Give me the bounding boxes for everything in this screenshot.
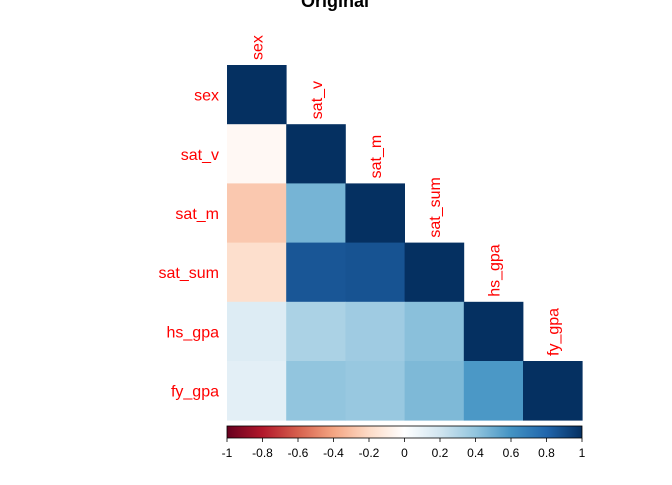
heatmap-cell-fy_gpa-sat_m bbox=[345, 361, 405, 421]
row-label-sat_m: sat_m bbox=[175, 206, 219, 223]
heatmap-cell-hs_gpa-sex bbox=[227, 301, 287, 362]
row-labels: sex sat_v sat_m sat_sum hs_gpa fy_gpa bbox=[159, 88, 220, 401]
colorbar-gradient bbox=[226, 425, 583, 439]
colorbar-tick-label: 0.2 bbox=[432, 446, 449, 460]
column-label-sat_sum: sat_sum bbox=[427, 177, 444, 237]
colorbar-tick-label: -0.4 bbox=[323, 446, 344, 460]
heatmap-cell-sex-sex bbox=[227, 65, 287, 125]
colorbar-tick-label: -0.6 bbox=[288, 446, 309, 460]
heatmap-cell-sat_sum-sat_m bbox=[345, 242, 405, 303]
heatmap-cell-hs_gpa-sat_v bbox=[286, 301, 346, 362]
heatmap-cells bbox=[227, 65, 583, 421]
chart-title: Original bbox=[301, 0, 369, 11]
heatmap-cell-sat_sum-sat_sum bbox=[404, 242, 465, 303]
row-label-fy_gpa: fy_gpa bbox=[171, 384, 219, 401]
heatmap-cell-fy_gpa-sat_sum bbox=[404, 361, 465, 421]
row-label-sat_sum: sat_sum bbox=[159, 265, 219, 282]
heatmap-cell-hs_gpa-hs_gpa bbox=[463, 301, 524, 362]
heatmap-cell-sat_v-sex bbox=[227, 124, 287, 184]
colorbar-tick-label: -0.8 bbox=[252, 446, 273, 460]
heatmap-cell-fy_gpa-hs_gpa bbox=[463, 361, 524, 421]
column-labels: sex sat_v sat_m sat_sum hs_gpa fy_gpa bbox=[250, 35, 563, 356]
heatmap-cell-hs_gpa-sat_m bbox=[345, 301, 405, 362]
colorbar: -1 -0.8 -0.6 -0.4 -0.2 0 0.2 0.4 0.6 0.8 1 bbox=[222, 425, 586, 460]
row-label-hs_gpa: hs_gpa bbox=[167, 324, 220, 341]
colorbar-tick-label: 0 bbox=[401, 446, 408, 460]
heatmap-cell-fy_gpa-sex bbox=[227, 361, 287, 421]
column-label-sat_v: sat_v bbox=[309, 81, 326, 119]
row-label-sat_v: sat_v bbox=[181, 147, 219, 164]
heatmap-cell-sat_sum-sex bbox=[227, 242, 287, 303]
colorbar-tick-label: 0.4 bbox=[467, 446, 484, 460]
column-label-hs_gpa: hs_gpa bbox=[486, 244, 503, 297]
column-label-fy_gpa: fy_gpa bbox=[546, 308, 563, 356]
heatmap-cell-fy_gpa-sat_v bbox=[286, 361, 346, 421]
colorbar-tick-label: -1 bbox=[222, 446, 233, 460]
column-label-sat_m: sat_m bbox=[368, 135, 385, 179]
heatmap-cell-fy_gpa-fy_gpa bbox=[523, 361, 583, 421]
heatmap-cell-sat_m-sex bbox=[227, 183, 287, 243]
colorbar-tick-label: 1 bbox=[579, 446, 586, 460]
heatmap-cell-hs_gpa-sat_sum bbox=[404, 301, 465, 362]
row-label-sex: sex bbox=[194, 88, 219, 105]
colorbar-tick-label: -0.2 bbox=[359, 446, 380, 460]
heatmap-cell-sat_sum-sat_v bbox=[286, 242, 346, 303]
heatmap-cell-sat_m-sat_m bbox=[345, 183, 405, 243]
colorbar-tick-label: 0.6 bbox=[503, 446, 520, 460]
heatmap-cell-sat_v-sat_v bbox=[286, 124, 346, 184]
colorbar-tick-label: 0.8 bbox=[538, 446, 555, 460]
heatmap-cell-sat_m-sat_v bbox=[286, 183, 346, 243]
column-label-sex: sex bbox=[250, 35, 267, 60]
